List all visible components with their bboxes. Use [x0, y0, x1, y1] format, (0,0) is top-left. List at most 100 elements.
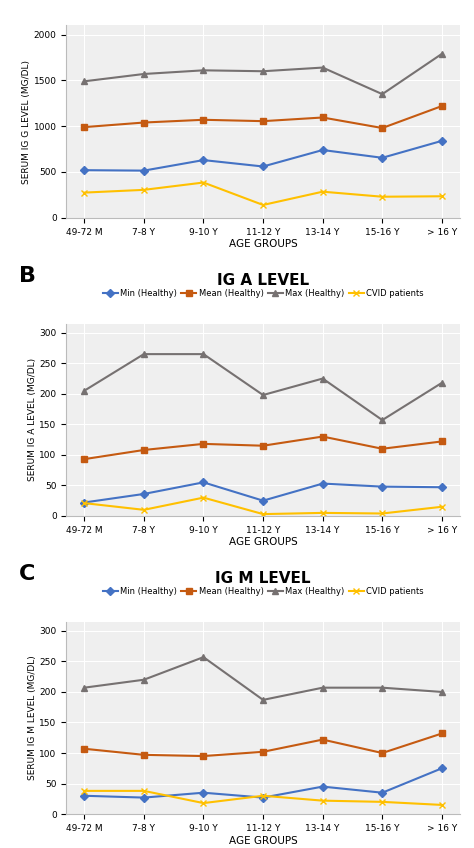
Max (Healthy): [439, 687, 445, 697]
Line: CVID patients: CVID patients: [81, 180, 445, 208]
CVID patients: [320, 508, 326, 518]
Max (Healthy): [82, 386, 87, 396]
Max (Healthy): [380, 415, 385, 425]
Max (Healthy): [380, 89, 385, 99]
CVID patients: [260, 509, 266, 519]
CVID patients: [141, 185, 146, 195]
Mean (Healthy): [82, 122, 87, 132]
Y-axis label: SERUM IG G LEVEL (MG/DL): SERUM IG G LEVEL (MG/DL): [22, 59, 31, 184]
Max (Healthy): [439, 377, 445, 388]
CVID patients: [380, 509, 385, 519]
CVID patients: [201, 493, 206, 503]
Max (Healthy): [320, 683, 326, 693]
CVID patients: [260, 790, 266, 801]
Min (Healthy): [201, 788, 206, 798]
Min (Healthy): [380, 153, 385, 163]
Min (Healthy): [320, 145, 326, 155]
Max (Healthy): [201, 652, 206, 662]
Text: B: B: [19, 266, 36, 286]
Min (Healthy): [320, 782, 326, 792]
Max (Healthy): [439, 48, 445, 59]
Max (Healthy): [320, 63, 326, 73]
Min (Healthy): [82, 498, 87, 508]
CVID patients: [82, 187, 87, 198]
Y-axis label: SERUM IG A LEVEL (MG/DL): SERUM IG A LEVEL (MG/DL): [27, 358, 36, 482]
CVID patients: [320, 795, 326, 806]
Legend: Min (Healthy), Mean (Healthy), Max (Healthy), CVID patients: Min (Healthy), Mean (Healthy), Max (Heal…: [99, 0, 427, 3]
X-axis label: AGE GROUPS: AGE GROUPS: [228, 239, 298, 249]
Min (Healthy): [260, 495, 266, 505]
Min (Healthy): [82, 790, 87, 801]
Mean (Healthy): [82, 454, 87, 464]
Mean (Healthy): [201, 114, 206, 125]
Min (Healthy): [260, 161, 266, 171]
CVID patients: [201, 798, 206, 808]
Mean (Healthy): [201, 438, 206, 449]
Mean (Healthy): [141, 117, 146, 127]
Min (Healthy): [380, 788, 385, 798]
Max (Healthy): [320, 373, 326, 383]
Line: Max (Healthy): Max (Healthy): [81, 51, 445, 98]
Mean (Healthy): [320, 113, 326, 123]
Line: CVID patients: CVID patients: [81, 494, 445, 517]
Max (Healthy): [201, 65, 206, 75]
Mean (Healthy): [260, 747, 266, 757]
CVID patients: [439, 502, 445, 512]
Min (Healthy): [141, 165, 146, 176]
Max (Healthy): [260, 390, 266, 400]
CVID patients: [82, 786, 87, 796]
Line: Mean (Healthy): Mean (Healthy): [81, 730, 445, 759]
Mean (Healthy): [260, 116, 266, 126]
Mean (Healthy): [320, 432, 326, 442]
Title: IG A LEVEL: IG A LEVEL: [217, 273, 309, 287]
CVID patients: [141, 786, 146, 796]
Max (Healthy): [82, 76, 87, 86]
Max (Healthy): [141, 69, 146, 79]
Title: IG M LEVEL: IG M LEVEL: [215, 571, 311, 586]
Max (Healthy): [141, 349, 146, 360]
Mean (Healthy): [380, 748, 385, 758]
Mean (Healthy): [439, 101, 445, 111]
Line: Min (Healthy): Min (Healthy): [81, 765, 445, 801]
Min (Healthy): [82, 165, 87, 176]
Mean (Healthy): [82, 744, 87, 754]
CVID patients: [82, 498, 87, 508]
Max (Healthy): [141, 675, 146, 685]
Line: Min (Healthy): Min (Healthy): [81, 137, 445, 174]
CVID patients: [380, 797, 385, 807]
X-axis label: AGE GROUPS: AGE GROUPS: [228, 835, 298, 845]
Min (Healthy): [439, 136, 445, 146]
CVID patients: [320, 187, 326, 197]
CVID patients: [201, 177, 206, 187]
Min (Healthy): [380, 482, 385, 492]
Mean (Healthy): [141, 445, 146, 455]
Line: Max (Healthy): Max (Healthy): [81, 351, 445, 423]
Mean (Healthy): [141, 750, 146, 760]
Mean (Healthy): [380, 123, 385, 133]
CVID patients: [380, 192, 385, 202]
Mean (Healthy): [260, 441, 266, 451]
Min (Healthy): [320, 478, 326, 488]
Mean (Healthy): [320, 734, 326, 745]
Max (Healthy): [201, 349, 206, 360]
Legend: Min (Healthy), Mean (Healthy), Max (Healthy), CVID patients: Min (Healthy), Mean (Healthy), Max (Heal…: [99, 583, 427, 600]
Min (Healthy): [141, 488, 146, 499]
CVID patients: [439, 800, 445, 810]
Line: Min (Healthy): Min (Healthy): [81, 479, 445, 505]
Mean (Healthy): [439, 437, 445, 447]
Min (Healthy): [439, 763, 445, 773]
Min (Healthy): [201, 477, 206, 488]
Max (Healthy): [380, 683, 385, 693]
Max (Healthy): [82, 683, 87, 693]
Line: Mean (Healthy): Mean (Healthy): [81, 433, 445, 462]
Line: Mean (Healthy): Mean (Healthy): [81, 103, 445, 131]
Text: C: C: [19, 564, 36, 584]
Min (Healthy): [141, 793, 146, 803]
Line: CVID patients: CVID patients: [81, 788, 445, 808]
Legend: Min (Healthy), Mean (Healthy), Max (Healthy), CVID patients: Min (Healthy), Mean (Healthy), Max (Heal…: [99, 286, 427, 301]
Max (Healthy): [260, 66, 266, 76]
X-axis label: AGE GROUPS: AGE GROUPS: [228, 538, 298, 548]
Min (Healthy): [439, 483, 445, 493]
Max (Healthy): [260, 695, 266, 705]
Min (Healthy): [260, 793, 266, 803]
